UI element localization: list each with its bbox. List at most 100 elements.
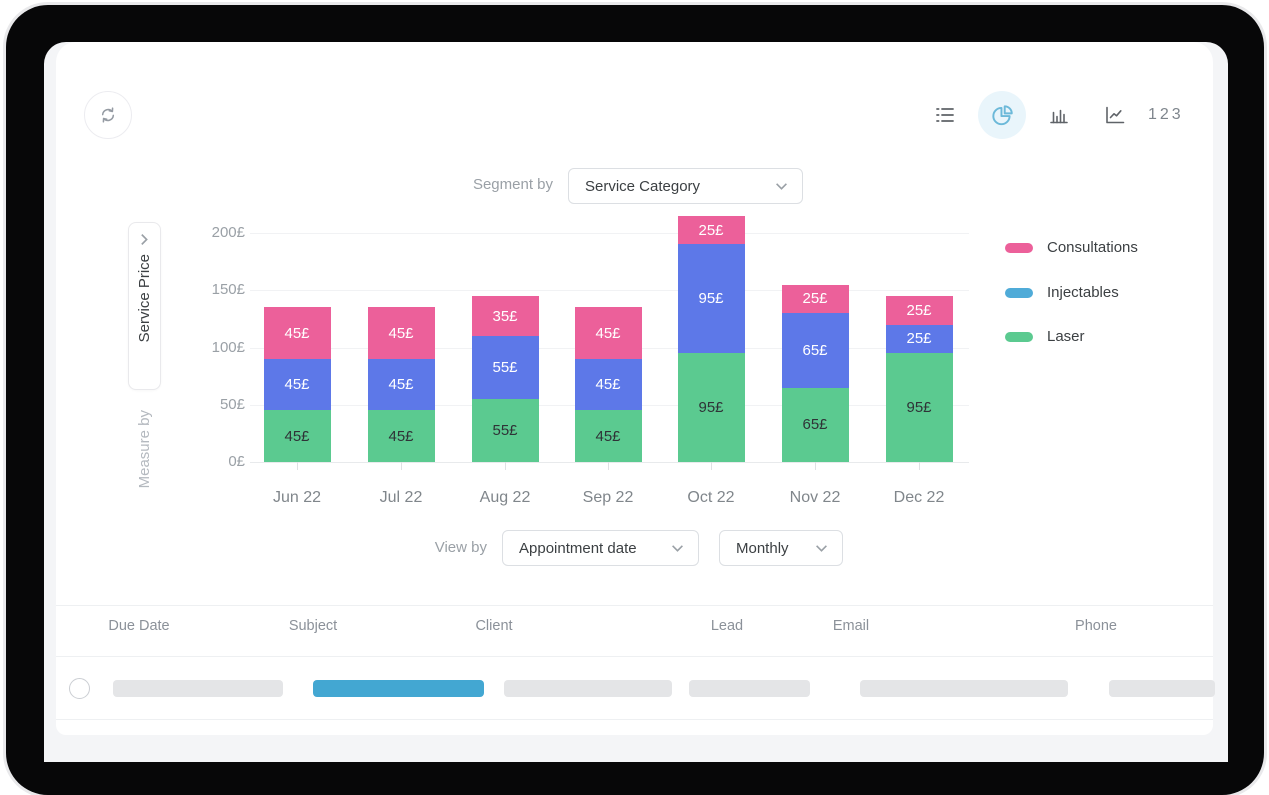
y-axis-tick-label: 200£ [211, 224, 245, 241]
skeleton-cell-client [504, 680, 672, 697]
bar-segment-consultations[interactable]: 35£ [471, 295, 539, 337]
measure-selected-label: Service Price [136, 254, 153, 343]
bar-value-label: 25£ [802, 290, 828, 308]
chevron-down-icon [776, 182, 787, 190]
x-axis-tick-label: Jul 22 [379, 489, 423, 506]
bar-segment-consultations[interactable]: 45£ [574, 307, 642, 359]
column-header-email: Email [832, 618, 870, 634]
chart-gridline [250, 290, 969, 291]
bar-segment-injectables[interactable]: 45£ [367, 358, 435, 411]
granularity-dropdown[interactable]: Monthly [719, 530, 843, 566]
bar-segment-injectables[interactable]: 65£ [781, 313, 849, 388]
bar-view-button[interactable] [1047, 103, 1071, 127]
x-axis-tick [608, 462, 609, 470]
skeleton-cell-due-date [113, 680, 283, 697]
y-axis-tick-label: 100£ [211, 339, 245, 356]
bar-value-label: 95£ [698, 399, 724, 417]
column-header-phone: Phone [1075, 618, 1117, 634]
view-by-label: View by [434, 539, 487, 556]
view-by-dropdown[interactable]: Appointment date [502, 530, 699, 566]
x-axis-tick-label: Dec 22 [893, 489, 945, 506]
column-header-client: Client [475, 618, 513, 634]
bar-segment-injectables[interactable]: 45£ [574, 358, 642, 411]
line-view-button[interactable] [1103, 103, 1127, 127]
bar-segment-laser[interactable]: 45£ [574, 410, 642, 462]
bar-value-label: 95£ [698, 290, 724, 308]
line-chart-icon [1106, 106, 1125, 124]
segment-by-label: Segment by [472, 176, 553, 193]
x-axis-tick [919, 462, 920, 470]
bar-value-label: 45£ [284, 324, 310, 342]
refresh-button[interactable] [84, 91, 132, 139]
bar-value-label: 25£ [906, 301, 932, 319]
chart-gridline [250, 462, 969, 463]
chart-gridline [250, 233, 969, 234]
bar-segment-consultations[interactable]: 45£ [263, 307, 331, 359]
x-axis-tick [815, 462, 816, 470]
bar-value-label: 55£ [492, 422, 518, 439]
x-axis-tick-label: Oct 22 [687, 489, 735, 506]
measure-panel-toggle[interactable]: Service Price [128, 222, 161, 390]
segment-by-dropdown[interactable]: Service Category [568, 168, 803, 204]
bar-segment-consultations[interactable]: 25£ [677, 215, 745, 245]
list-view-button[interactable] [933, 103, 957, 127]
pie-chart-icon [992, 105, 1013, 126]
pie-view-button[interactable] [978, 91, 1026, 139]
bar-segment-injectables[interactable]: 25£ [885, 324, 953, 354]
bar-segment-laser[interactable]: 45£ [367, 410, 435, 462]
bar-value-label: 45£ [388, 324, 414, 342]
x-axis-tick-label: Aug 22 [479, 489, 531, 506]
row-top-divider [56, 656, 1213, 657]
legend-label: Consultations [1047, 239, 1138, 256]
legend-swatch [1005, 287, 1033, 298]
column-header-due-date: Due Date [108, 618, 170, 634]
legend-item-consultations[interactable]: Consultations [1005, 239, 1138, 256]
y-axis-tick-label: 0£ [228, 453, 245, 470]
bar-segment-laser[interactable]: 95£ [677, 353, 745, 462]
x-axis-tick-label: Sep 22 [582, 489, 634, 506]
numeric-view-button[interactable]: 123 [1148, 106, 1184, 123]
bar-value-label: 45£ [595, 324, 621, 342]
bar-segment-consultations[interactable]: 25£ [885, 295, 953, 325]
legend-swatch [1005, 331, 1033, 342]
bar-value-label: 45£ [388, 376, 414, 394]
bar-value-label: 65£ [802, 341, 828, 359]
app-screen: 123 Segment by Service Category Service … [44, 42, 1228, 762]
y-axis-tick-label: 150£ [211, 281, 245, 298]
skeleton-cell-email [860, 680, 1068, 697]
bar-value-label: 45£ [595, 427, 621, 445]
legend-label: Injectables [1047, 284, 1119, 301]
bar-segment-consultations[interactable]: 25£ [781, 284, 849, 314]
skeleton-cell-subject [313, 680, 484, 697]
x-axis-tick [297, 462, 298, 470]
skeleton-cell-phone [1109, 680, 1215, 697]
chevron-down-icon [672, 544, 683, 552]
bar-value-label: 35£ [492, 307, 518, 325]
column-header-lead: Lead [710, 618, 744, 634]
bar-segment-laser[interactable]: 65£ [781, 387, 849, 462]
bar-value-label: 95£ [906, 399, 932, 417]
bar-value-label: 45£ [595, 376, 621, 394]
granularity-value: Monthly [736, 539, 789, 557]
skeleton-cell-lead [689, 680, 810, 697]
row-select-radio[interactable] [69, 678, 90, 699]
y-axis-tick-label: 50£ [219, 396, 245, 413]
bar-segment-consultations[interactable]: 45£ [367, 307, 435, 359]
legend-swatch [1005, 242, 1033, 253]
x-axis-tick [505, 462, 506, 470]
legend-item-injectables[interactable]: Injectables [1005, 284, 1119, 301]
bar-segment-laser[interactable]: 45£ [263, 410, 331, 462]
bar-segment-injectables[interactable]: 95£ [677, 244, 745, 354]
bar-value-label: 45£ [388, 427, 414, 445]
bar-chart-icon [1050, 109, 1068, 124]
bar-value-label: 25£ [698, 221, 724, 239]
bar-value-label: 45£ [284, 376, 310, 394]
list-icon [936, 108, 954, 122]
legend-item-laser[interactable]: Laser [1005, 328, 1085, 345]
bar-segment-laser[interactable]: 95£ [885, 353, 953, 462]
chevron-right-icon [141, 234, 148, 245]
bar-segment-laser[interactable]: 55£ [471, 399, 539, 462]
bar-segment-injectables[interactable]: 45£ [263, 358, 331, 411]
bar-segment-injectables[interactable]: 55£ [471, 336, 539, 400]
bar-value-label: 25£ [906, 330, 932, 348]
